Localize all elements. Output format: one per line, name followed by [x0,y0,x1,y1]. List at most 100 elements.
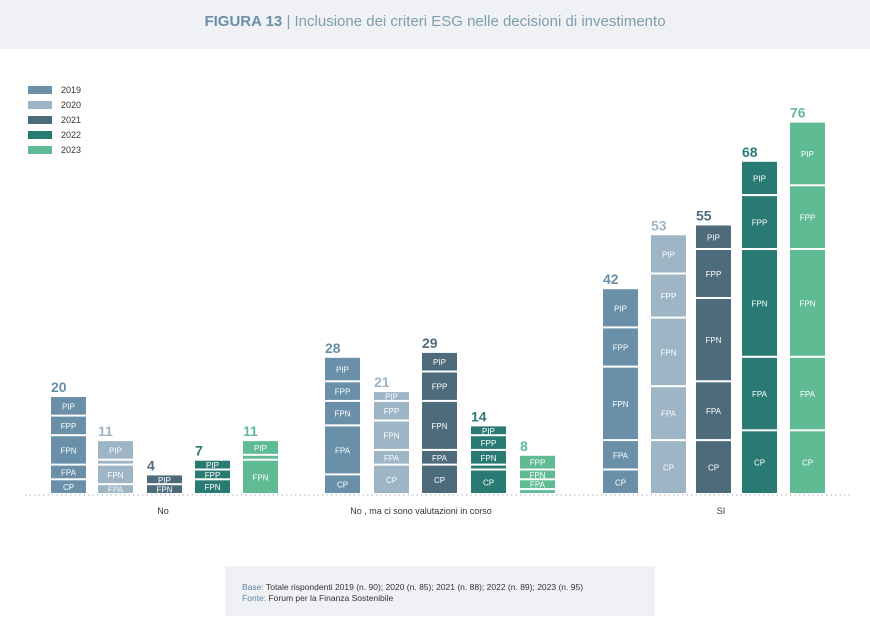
bar-segment-pip [195,460,230,469]
total-label: 53 [651,217,667,233]
bar-segment-fpp [603,328,638,366]
segment-label: FPA [613,451,629,460]
legend-item-2020: 2020 [28,97,81,112]
bar-segment-fpn [195,480,230,493]
bar-segment-fpn [325,401,360,425]
bar-segment-pip [790,122,825,185]
bar-segment-fpn [51,436,86,464]
segment-label: FPN [384,432,400,441]
segment-label: FPN [481,454,497,463]
bar-segment-fpp [520,455,555,469]
legend-item-2023: 2023 [28,142,81,157]
bar-segment-fpp [471,436,506,449]
bar-segment-fpa [51,465,86,479]
bar-segment-pip [243,441,278,454]
base-label: Base: [242,582,264,592]
bar-segment-fpp [51,416,86,435]
segment-label: PIP [385,393,398,402]
segment-label: FPN [752,299,768,308]
bar-segment-fpn [520,470,555,479]
segment-label: PIP [254,444,267,453]
bar-segment-fpa [325,426,360,474]
segment-label: CP [483,478,494,487]
bar-segment-fpn [603,367,638,440]
segment-label: FPN [432,422,448,431]
segment-label: FPN [61,446,77,455]
bar-segment-fpa [98,485,133,493]
segment-label: PIP [482,427,495,436]
bar-segment-fpn [243,460,278,493]
total-label: 76 [790,105,806,121]
segment-label: FPP [432,383,448,392]
segment-label: FPP [706,270,722,279]
bar-segment-pip [374,392,409,400]
segment-label: CP [386,476,397,485]
segment-label: PIP [801,150,814,159]
segment-label: FPN [661,348,677,357]
segment-label: FPA [432,454,448,463]
bar-segment-fpp [325,382,360,400]
category-label: No , ma ci sono valutazioni in corso [350,506,492,516]
total-label: 11 [98,423,113,439]
source-text: Forum per la Finanza Sostenibile [268,593,394,603]
bar-segment-cp [742,431,777,493]
segment-label: PIP [707,233,720,242]
segment-label: FPN [205,483,221,492]
segment-label: PIP [753,174,766,183]
title-text: Inclusione dei criteri ESG nelle decisio… [294,13,666,30]
total-label: 4 [147,457,155,473]
bar-segment-cp [790,431,825,493]
bar-segment-fpp [374,401,409,420]
bar-segment-fpp [790,186,825,248]
bar-segment-fpp [696,250,731,297]
segment-label: FPP [661,292,677,301]
total-label: 11 [243,423,258,439]
bar-segment-cp [603,470,638,493]
legend-item-2022: 2022 [28,127,81,142]
segment-label: CP [615,478,626,487]
total-label: 42 [603,271,619,287]
bar-segment-fpa [790,357,825,430]
figure-number: FIGURA 13 [204,13,283,30]
segment-label: CP [337,481,348,490]
segment-label: FPN [613,400,629,409]
bar-segment-cp [651,441,686,493]
bar-segment-fpa [471,465,506,469]
bar-segment-pip [603,289,638,327]
bar-segment-fpn [651,318,686,386]
stacked-bar-chart: No No , ma ci sono valutazioni in corso SI… [25,105,850,516]
bar-segment-fpa [603,441,638,469]
footer-note: Base: Totale rispondenti 2019 (n. 90); 2… [225,566,655,616]
bar-segment-pip [742,161,777,195]
segment-label: FPP [335,388,351,397]
bar-segment-cp [520,490,555,493]
bar-segment-fpn [790,250,825,356]
legend-label: 2021 [61,114,82,125]
segment-label: CP [802,459,813,468]
title-separator: | [286,13,291,30]
segment-label: FPP [530,459,546,468]
legend: 2019 2020 2021 2022 2023 [28,82,81,157]
bar-segment-fpn [374,421,409,449]
bar-segment-fpn [696,299,731,381]
segment-label: PIP [433,358,446,367]
bar-segment-fpp [651,274,686,317]
legend-item-2019: 2019 [28,82,81,97]
bar-segment-fpa [422,450,457,464]
segment-label: FPA [800,390,816,399]
segment-label: FPN [706,336,722,345]
bar-segment-pip [98,441,133,459]
bar-segment-fpa [742,357,777,430]
bar-segment-cp [374,465,409,493]
segment-label: CP [754,459,765,468]
chart-title: FIGURA 13 | Inclusione dei criteri ESG n… [0,13,870,30]
segment-label: PIP [158,476,171,485]
bar-segment-fpp [422,372,457,400]
source-label: Fonte: [242,593,267,603]
segment-label: FPA [108,486,124,495]
bar-segment-fpp [98,460,133,464]
bar-segment-fpp [243,455,278,459]
bar-segment-pip [325,357,360,381]
category-label: SI [717,506,726,516]
legend-label: 2019 [61,84,82,95]
